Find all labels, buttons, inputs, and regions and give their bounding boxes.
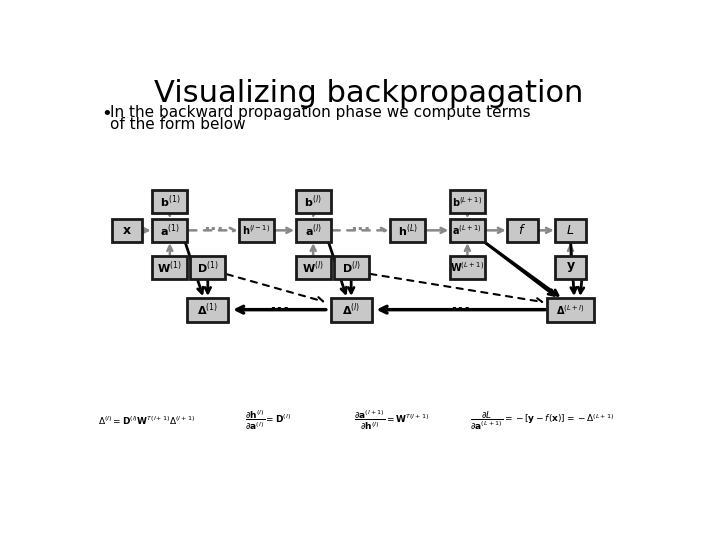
Text: $\mathbf{\Delta}^{(1)}$: $\mathbf{\Delta}^{(1)}$ (197, 301, 218, 318)
FancyBboxPatch shape (153, 219, 187, 242)
FancyBboxPatch shape (190, 256, 225, 279)
FancyBboxPatch shape (187, 298, 228, 322)
Text: $\mathbf{D}^{(l)}$: $\mathbf{D}^{(l)}$ (342, 259, 361, 275)
Text: $L$: $L$ (567, 224, 575, 237)
FancyBboxPatch shape (330, 298, 372, 322)
Text: $\mathbf{\Delta}^{(L+l)}$: $\mathbf{\Delta}^{(L+l)}$ (557, 303, 585, 316)
FancyBboxPatch shape (450, 190, 485, 213)
Text: $\mathbf{a}^{(l)}$: $\mathbf{a}^{(l)}$ (305, 222, 322, 239)
Text: ···: ··· (350, 221, 371, 239)
FancyBboxPatch shape (296, 256, 330, 279)
FancyBboxPatch shape (547, 298, 594, 322)
Text: Visualizing backpropagation: Visualizing backpropagation (154, 79, 584, 107)
FancyBboxPatch shape (153, 190, 187, 213)
Text: $\mathbf{a}^{(L+1)}$: $\mathbf{a}^{(L+1)}$ (452, 224, 482, 237)
Text: of the form below: of the form below (110, 117, 246, 132)
Text: $\mathbf{\Delta}^{(l)}$: $\mathbf{\Delta}^{(l)}$ (342, 301, 360, 318)
Text: $\mathbf{b}^{(1)}$: $\mathbf{b}^{(1)}$ (160, 193, 180, 210)
Text: $\mathbf{h}^{(L)}$: $\mathbf{h}^{(L)}$ (398, 222, 418, 239)
Text: $\mathbf{y}$: $\mathbf{y}$ (565, 260, 575, 274)
FancyBboxPatch shape (555, 256, 585, 279)
Text: $\mathbf{W}^{(l)}$: $\mathbf{W}^{(l)}$ (302, 259, 324, 275)
Text: •: • (101, 105, 112, 123)
Text: In the backward propagation phase we compute terms: In the backward propagation phase we com… (110, 105, 531, 120)
Text: $\mathbf{D}^{(1)}$: $\mathbf{D}^{(1)}$ (197, 259, 219, 275)
FancyBboxPatch shape (112, 219, 143, 242)
Text: ···: ··· (203, 221, 223, 239)
FancyBboxPatch shape (390, 219, 426, 242)
FancyBboxPatch shape (296, 219, 330, 242)
FancyBboxPatch shape (296, 190, 330, 213)
Text: $\dfrac{\partial \mathbf{h}^{(l)}}{\partial \mathbf{a}^{(l)}} = \mathbf{D}^{(l)}: $\dfrac{\partial \mathbf{h}^{(l)}}{\part… (245, 409, 291, 433)
Text: ···: ··· (450, 301, 471, 319)
Text: ···: ··· (269, 301, 289, 319)
Text: $\dfrac{\partial \mathbf{a}^{(l+1)}}{\partial \mathbf{h}^{(l)}} = \mathbf{W}^{T(: $\dfrac{\partial \mathbf{a}^{(l+1)}}{\pa… (354, 409, 429, 433)
Text: $\dfrac{\partial L}{\partial \mathbf{a}^{(L+1)}} = -[\mathbf{y} - f(\mathbf{x})]: $\dfrac{\partial L}{\partial \mathbf{a}^… (469, 409, 614, 431)
Text: $\mathbf{W}^{(1)}$: $\mathbf{W}^{(1)}$ (158, 259, 182, 275)
FancyBboxPatch shape (450, 219, 485, 242)
Text: $\mathbf{h}^{(l-1)}$: $\mathbf{h}^{(l-1)}$ (243, 224, 271, 237)
Text: $\mathbf{b}^{(L+1)}$: $\mathbf{b}^{(L+1)}$ (452, 195, 482, 209)
FancyBboxPatch shape (555, 219, 585, 242)
FancyBboxPatch shape (450, 256, 485, 279)
Text: $\mathbf{b}^{(l)}$: $\mathbf{b}^{(l)}$ (305, 193, 322, 210)
Text: $\Delta^{(l)} = \mathbf{D}^{(l)}\mathbf{W}^{T(l+1)}\Delta^{(l+1)}$: $\Delta^{(l)} = \mathbf{D}^{(l)}\mathbf{… (98, 414, 195, 427)
Text: $f$: $f$ (518, 224, 526, 238)
Text: $\mathbf{x}$: $\mathbf{x}$ (122, 224, 132, 237)
FancyBboxPatch shape (239, 219, 274, 242)
Text: $\mathbf{a}^{(1)}$: $\mathbf{a}^{(1)}$ (160, 222, 180, 239)
FancyBboxPatch shape (334, 256, 369, 279)
Text: $\mathbf{W}^{(L+1)}$: $\mathbf{W}^{(L+1)}$ (451, 260, 485, 274)
FancyBboxPatch shape (153, 256, 187, 279)
FancyBboxPatch shape (508, 219, 538, 242)
